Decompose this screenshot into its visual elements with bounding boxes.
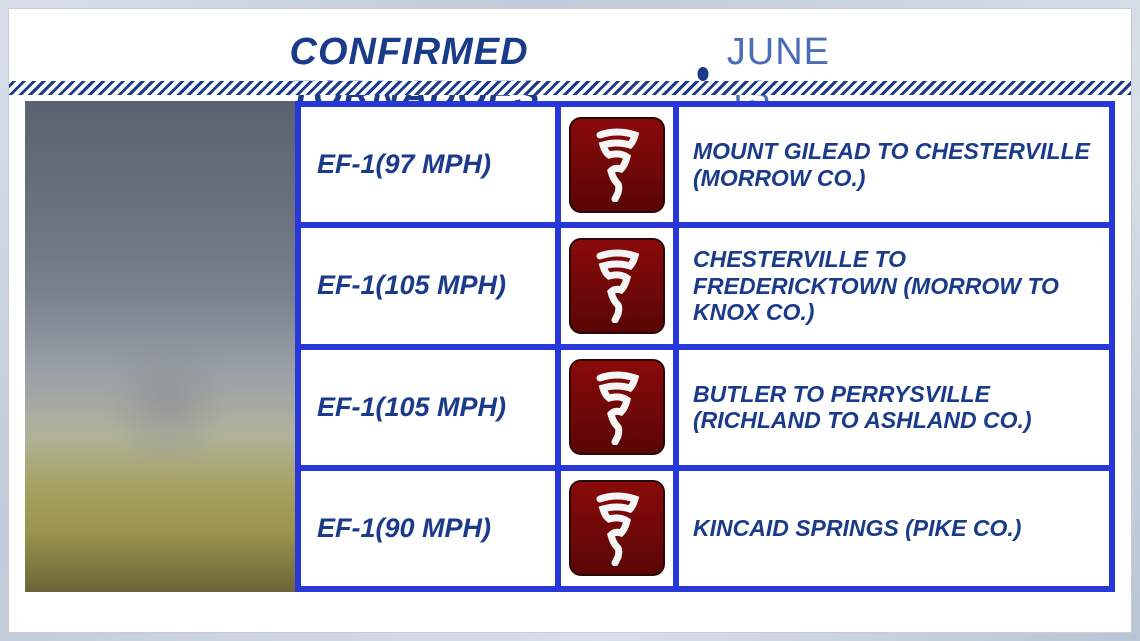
table-row: EF-1(90 MPH) KINCAID SPRINGS (PIKE CO.) <box>295 471 1115 592</box>
rating-text: EF-1(105 MPH) <box>317 270 506 301</box>
location-text: BUTLER TO PERRYSVILLE (RICHLAND TO ASHLA… <box>693 381 1099 434</box>
location-cell: KINCAID SPRINGS (PIKE CO.) <box>679 471 1109 586</box>
tornado-icon <box>569 480 665 576</box>
location-text: MOUNT GILEAD TO CHESTERVILLE (MORROW CO.… <box>693 138 1099 191</box>
rating-text: EF-1(90 MPH) <box>317 513 491 544</box>
stripe-divider <box>9 81 1131 95</box>
rating-text: EF-1(97 MPH) <box>317 149 491 180</box>
header-dot-icon <box>698 67 709 81</box>
rating-cell: EF-1(105 MPH) <box>301 350 561 465</box>
location-cell: MOUNT GILEAD TO CHESTERVILLE (MORROW CO.… <box>679 107 1109 222</box>
icon-cell <box>561 228 679 343</box>
location-text: CHESTERVILLE TO FREDERICKTOWN (MORROW TO… <box>693 246 1099 325</box>
table-row: EF-1(97 MPH) MOUNT GILEAD TO CHESTERVILL… <box>295 101 1115 228</box>
tornado-swirl-icon <box>595 491 640 566</box>
rating-text: EF-1(105 MPH) <box>317 392 506 423</box>
tornado-photo <box>25 101 295 592</box>
tornado-icon <box>569 117 665 213</box>
tornado-swirl-icon <box>595 248 640 323</box>
rating-cell: EF-1(97 MPH) <box>301 107 561 222</box>
tornado-swirl-icon <box>595 127 640 202</box>
location-cell: BUTLER TO PERRYSVILLE (RICHLAND TO ASHLA… <box>679 350 1109 465</box>
inner-frame: CONFIRMED TORNADOES JUNE 13 EF-1(97 MPH) <box>8 8 1132 633</box>
table-row: EF-1(105 MPH) CHESTERVILLE TO FREDERICKT… <box>295 228 1115 349</box>
tornado-table: EF-1(97 MPH) MOUNT GILEAD TO CHESTERVILL… <box>295 101 1115 592</box>
tornado-icon <box>569 359 665 455</box>
icon-cell <box>561 107 679 222</box>
table-row: EF-1(105 MPH) BUTLER TO PERRYSVILLE (RIC… <box>295 350 1115 471</box>
tornado-icon <box>569 238 665 334</box>
rating-cell: EF-1(105 MPH) <box>301 228 561 343</box>
location-text: KINCAID SPRINGS (PIKE CO.) <box>693 515 1021 541</box>
content-row: EF-1(97 MPH) MOUNT GILEAD TO CHESTERVILL… <box>25 101 1115 592</box>
rating-cell: EF-1(90 MPH) <box>301 471 561 586</box>
icon-cell <box>561 471 679 586</box>
tornado-swirl-icon <box>595 370 640 445</box>
location-cell: CHESTERVILLE TO FREDERICKTOWN (MORROW TO… <box>679 228 1109 343</box>
icon-cell <box>561 350 679 465</box>
